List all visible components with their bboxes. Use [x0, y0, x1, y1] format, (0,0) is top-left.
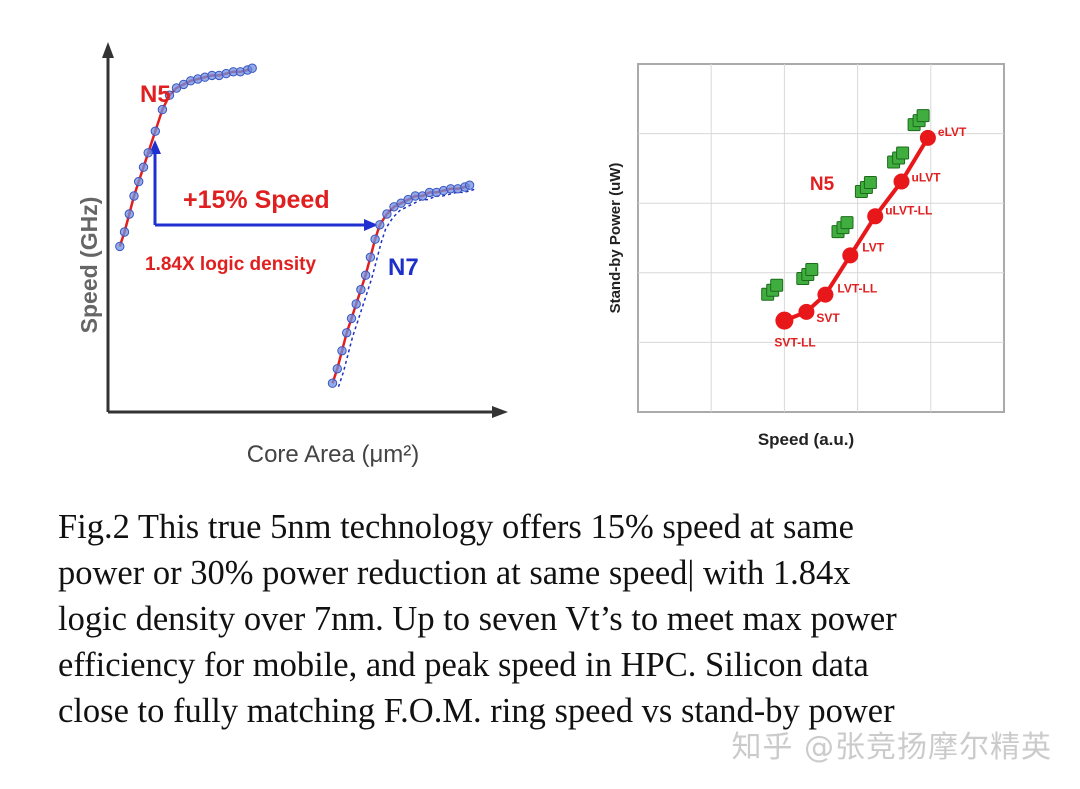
data-point-n5 — [143, 148, 153, 158]
data-point-n7 — [351, 299, 361, 309]
silicon-data-marker — [770, 278, 784, 292]
silicon-data-marker — [840, 216, 854, 230]
vt-label: SVT-LL — [774, 336, 815, 350]
data-point-n7 — [382, 209, 392, 219]
right-y-axis-label: Stand-by Power (uW) — [607, 163, 624, 314]
caption-line: logic density over 7nm. Up to seven Vt’s… — [58, 600, 897, 638]
caption-line: Fig.2 This true 5nm technology offers 15… — [58, 508, 854, 546]
vt-point — [842, 247, 859, 264]
n7-label: N7 — [388, 254, 419, 281]
density-gain-arrowhead — [364, 219, 378, 231]
vt-label: eLVT — [938, 125, 967, 139]
series-dotted-line-n7 — [337, 188, 476, 388]
data-point-n7 — [337, 346, 347, 356]
data-point-n5 — [138, 162, 149, 172]
vt-point — [817, 286, 834, 303]
vt-label: uLVT-LL — [885, 203, 932, 217]
silicon-data-marker — [863, 176, 877, 189]
vt-point — [867, 208, 884, 225]
data-point-n5 — [134, 176, 144, 187]
vt-point — [919, 129, 936, 146]
vt-point — [775, 311, 794, 330]
left-y-axis-label: Speed (GHz) — [76, 197, 102, 334]
speed-gain-label: +15% Speed — [183, 186, 330, 214]
data-point-n5 — [119, 227, 130, 237]
silicon-data-marker — [916, 109, 930, 123]
caption-line: power or 30% power reduction at same spe… — [58, 554, 851, 592]
right-chart-title: N5 — [810, 174, 835, 195]
data-point-n5 — [129, 191, 139, 201]
watermark-text: 知乎 @张竞扬摩尔精英 — [731, 730, 1052, 765]
data-point-n7 — [370, 234, 380, 244]
n5-label: N5 — [140, 81, 171, 108]
data-point-n7 — [342, 328, 352, 338]
vt-label: LVT — [862, 240, 884, 254]
density-gain-label: 1.84X logic density — [145, 254, 316, 275]
data-point-n7 — [327, 378, 338, 388]
data-point-n5 — [247, 63, 257, 73]
series-line-n7 — [331, 184, 471, 384]
left-chart-area-speed: N5 N7 +15% Speed 1.84X logic density Spe… — [76, 42, 508, 468]
caption-line: efficiency for mobile, and peak speed in… — [58, 646, 869, 684]
vt-point — [798, 303, 815, 320]
vt-point — [893, 173, 910, 190]
data-point-n5 — [164, 90, 175, 100]
data-point-n5 — [124, 209, 135, 219]
silicon-data-marker — [896, 146, 910, 160]
silicon-data-marker — [805, 263, 819, 276]
data-point-n5 — [115, 241, 125, 252]
data-point-n7 — [375, 220, 385, 230]
left-x-axis-arrow — [492, 406, 508, 418]
vt-label: SVT — [816, 311, 840, 325]
data-point-n7 — [365, 252, 376, 262]
data-point-n7 — [356, 284, 366, 295]
left-x-axis-label: Core Area (μm²) — [247, 441, 420, 468]
figure-caption: Fig.2 This true 5nm technology offers 15… — [58, 504, 1058, 734]
data-point-n7 — [346, 313, 357, 324]
caption-line: close to fully matching F.O.M. ring spee… — [58, 692, 895, 730]
right-x-axis-label: Speed (a.u.) — [758, 430, 854, 449]
data-point-n7 — [332, 364, 342, 374]
right-plot-frame — [637, 63, 1005, 413]
data-point-n7 — [464, 180, 475, 190]
left-y-axis-arrow — [102, 42, 114, 58]
vt-label: LVT-LL — [837, 282, 877, 296]
data-point-n7 — [360, 270, 371, 280]
data-point-n5 — [157, 104, 168, 115]
vt-label: uLVT — [912, 171, 942, 185]
data-point-n5 — [150, 126, 161, 136]
